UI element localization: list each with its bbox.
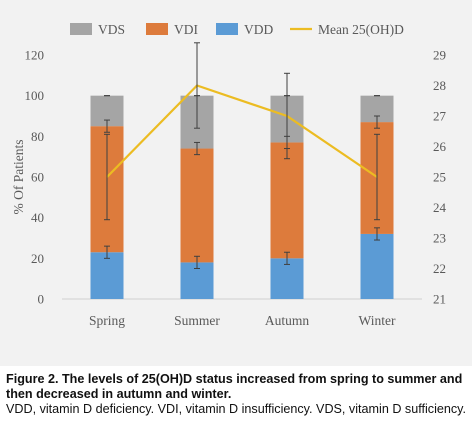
y2-tick-label: 23 bbox=[433, 231, 446, 246]
stacked-bar-chart: 0 20 40 60 80 100 120 21 22 23 24 25 26 27 28 29 % Of Pa… bbox=[11, 22, 447, 328]
y2-tick-label: 26 bbox=[433, 139, 447, 154]
legend-vdd-swatch bbox=[216, 23, 238, 35]
bar-vdi-summer bbox=[180, 148, 214, 263]
x-tick-label-summer: Summer bbox=[174, 313, 220, 328]
y-tick-label: 40 bbox=[31, 210, 44, 225]
x-tick-label-winter: Winter bbox=[359, 313, 396, 328]
y2-tick-label: 24 bbox=[433, 200, 447, 215]
y-tick-label: 120 bbox=[25, 48, 45, 63]
bar-vdd-autumn bbox=[270, 258, 304, 299]
caption-note: VDD, vitamin D deficiency. VDI, vitamin … bbox=[6, 402, 467, 416]
y2-tick-label: 29 bbox=[433, 48, 446, 63]
figure-caption: Figure 2. The levels of 25(OH)D status i… bbox=[6, 372, 468, 417]
legend-mean-25-oh-d-label: Mean 25(OH)D bbox=[318, 22, 404, 37]
mean-25ohd-line bbox=[106, 84, 378, 178]
y2-tick-label: 28 bbox=[433, 78, 446, 93]
y2-tick-label: 21 bbox=[433, 292, 446, 307]
y-tick-label: 100 bbox=[25, 88, 45, 103]
y2-tick-label: 25 bbox=[433, 170, 446, 185]
x-tick-label-autumn: Autumn bbox=[265, 313, 310, 328]
y2-tick-label: 22 bbox=[433, 261, 446, 276]
bar-vdd-winter bbox=[360, 233, 394, 299]
legend-vdi-swatch bbox=[146, 23, 168, 35]
x-tick-label-spring: Spring bbox=[89, 313, 125, 328]
legend-vds-label: VDS bbox=[98, 22, 125, 37]
y-tick-label: 80 bbox=[31, 129, 44, 144]
y2-tick-label: 27 bbox=[433, 109, 447, 124]
bar-vdi-autumn bbox=[270, 142, 304, 259]
y-tick-label: 0 bbox=[38, 292, 45, 307]
bar-vdd-spring bbox=[90, 252, 124, 299]
legend-vdd-label: VDD bbox=[244, 22, 273, 37]
legend-vds-swatch bbox=[70, 23, 92, 35]
y-tick-label: 60 bbox=[31, 170, 44, 185]
y-tick-label: 20 bbox=[31, 251, 44, 266]
legend-vdi-label: VDI bbox=[174, 22, 198, 37]
caption-title: Figure 2. The levels of 25(OH)D status i… bbox=[6, 372, 463, 401]
y-axis-label: % Of Patients bbox=[11, 140, 26, 215]
